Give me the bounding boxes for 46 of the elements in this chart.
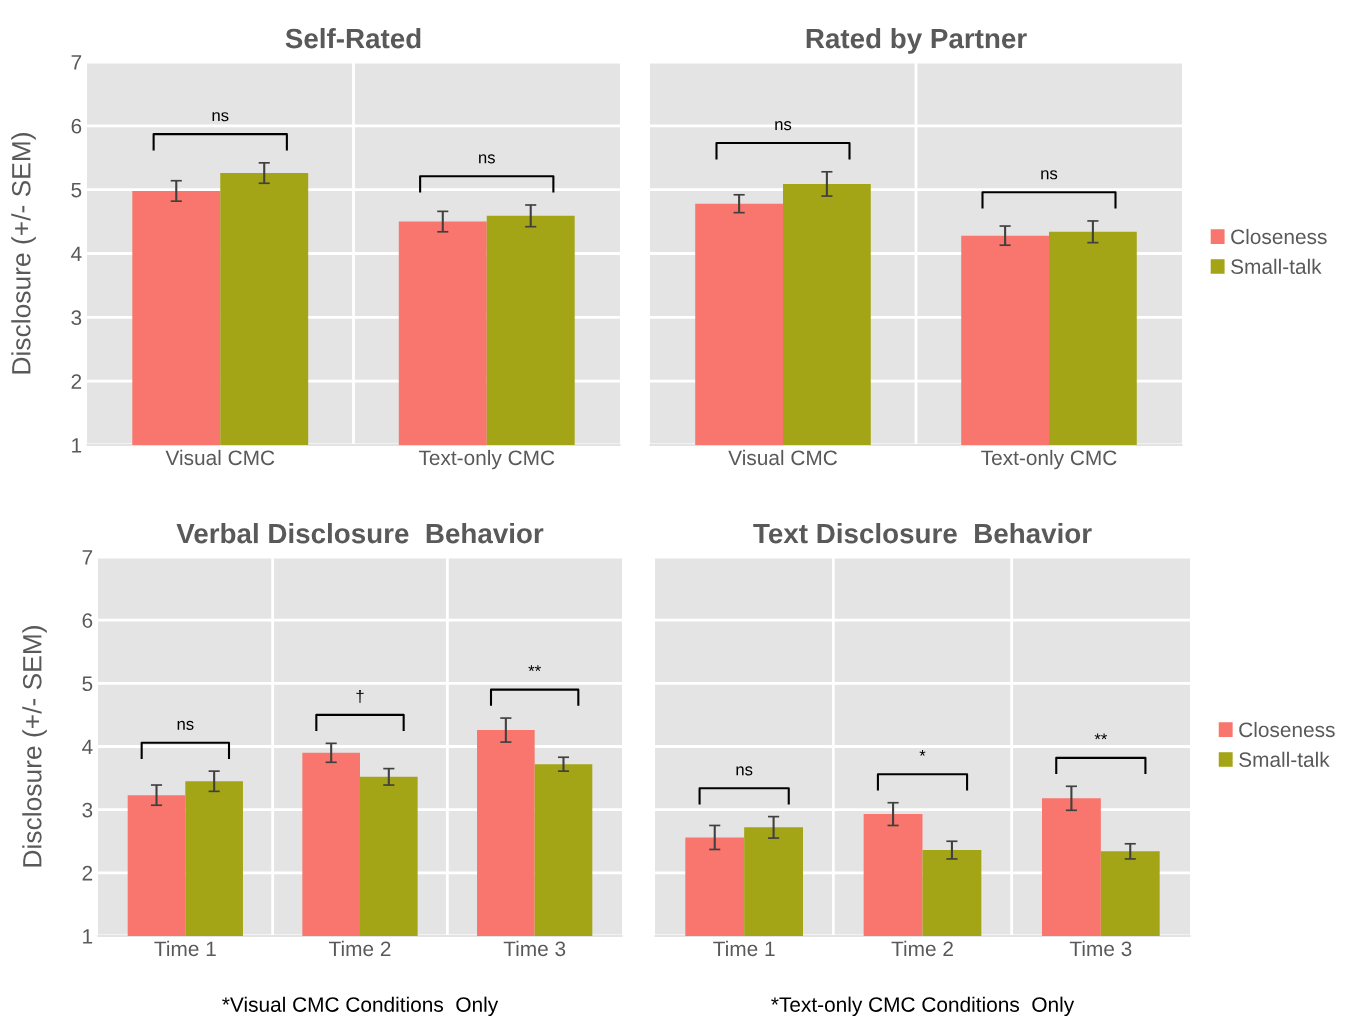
annotation: * [919, 749, 926, 756]
text: *Text-only CMC Conditions Only [771, 996, 1075, 1017]
legend-label: Small-talk [1231, 258, 1322, 275]
x-tick-label: Text-only CMC [418, 449, 555, 470]
chart-title: Verbal Disclosure Behavior [176, 522, 544, 544]
y-tick-label: 4 [82, 739, 93, 755]
legend-label: Small-talk [1239, 751, 1330, 768]
y-axis-title: Disclosure (+/- SEM) [11, 133, 36, 374]
x-tick-label: Time 2 [891, 940, 953, 957]
annotation: ns [479, 154, 495, 164]
y-tick-label: 3 [82, 802, 93, 818]
chart-title: Text Disclosure Behavior [753, 522, 1092, 544]
text: *Visual CMC Conditions Only [222, 996, 499, 1017]
y-tick-label: 7 [82, 550, 93, 565]
legend-label: Closeness [1239, 721, 1335, 738]
x-tick-label: Time 3 [1069, 940, 1132, 957]
chart-title: Rated by Partner [806, 27, 1027, 54]
x-tick-label: Time 3 [503, 940, 566, 957]
y-tick-label: 2 [82, 865, 93, 881]
annotation: † [356, 689, 364, 704]
annotation: ** [528, 665, 541, 672]
chart-title: Self-Rated [285, 27, 421, 49]
y-axis-title: Disclosure (+/- SEM) [22, 626, 47, 867]
x-tick-label: Visual CMC [728, 449, 838, 466]
y-tick-label: 4 [71, 246, 82, 262]
y-tick-label: 5 [82, 676, 93, 692]
y-tick-label: 3 [71, 310, 82, 326]
y-tick-label: 2 [71, 374, 82, 389]
annotation: ns [775, 121, 792, 131]
y-tick-label: 6 [71, 118, 82, 134]
annotation: ns [177, 720, 194, 730]
x-tick-label: Text-only CMC [981, 449, 1117, 470]
annotation: ** [1094, 733, 1108, 740]
x-tick-label: Time 1 [713, 940, 775, 957]
x-tick-label: Visual CMC [165, 449, 275, 466]
y-tick-label: 1 [83, 929, 93, 944]
y-tick-label: 7 [71, 55, 82, 70]
y-tick-label: 6 [82, 613, 93, 628]
x-tick-label: Time 1 [154, 940, 216, 957]
annotation: ns [1041, 170, 1058, 180]
annotation: ns [736, 766, 753, 776]
x-tick-label: Time 2 [329, 940, 391, 957]
y-tick-label: 5 [71, 182, 82, 198]
legend-label: Closeness [1231, 228, 1327, 245]
annotation: ns [212, 112, 229, 122]
y-tick-label: 1 [72, 438, 82, 453]
